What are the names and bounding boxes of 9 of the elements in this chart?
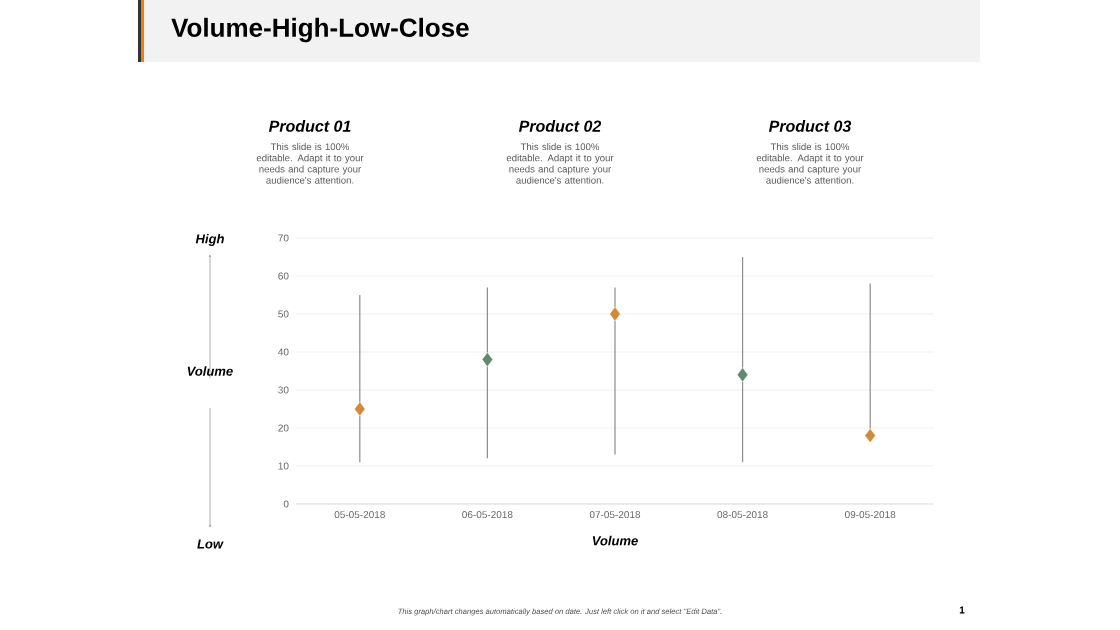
- text: Product 01: [268, 120, 351, 132]
- text: Product 02: [518, 120, 602, 132]
- point: [354, 401, 366, 417]
- point: [736, 367, 749, 383]
- point: [481, 352, 494, 368]
- chart-title: Volume-High-Low-Close: [171, 17, 469, 43]
- text: Product 03: [768, 120, 852, 132]
- point: [609, 306, 621, 322]
- point: [864, 428, 876, 444]
